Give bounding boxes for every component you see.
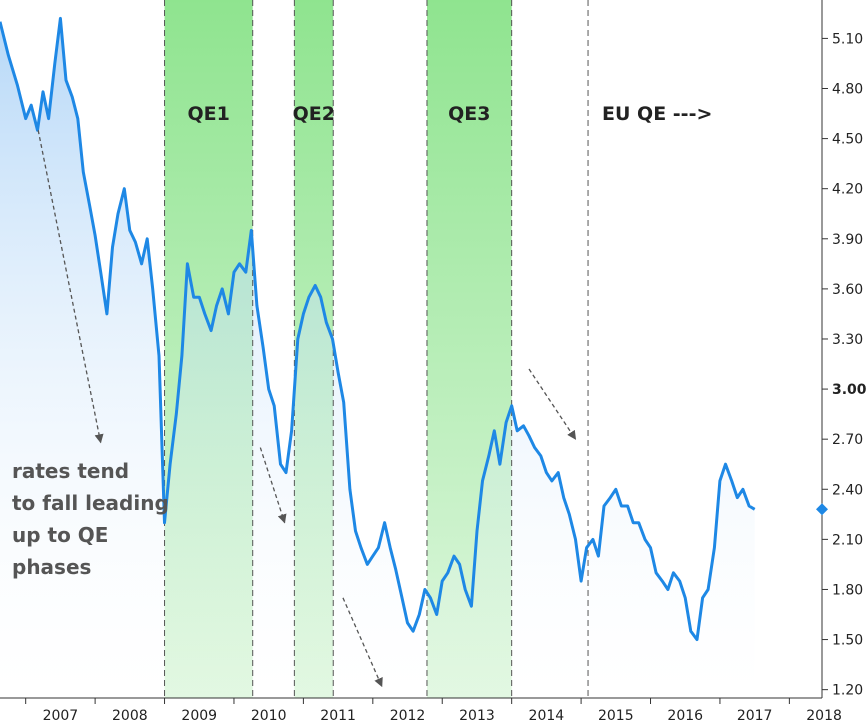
x-tick-label: 2015 xyxy=(598,708,634,724)
trend-arrow-4 xyxy=(528,368,577,440)
y-tick-label: 4.20 xyxy=(832,182,863,198)
y-tick-label: 3.60 xyxy=(832,282,863,298)
x-tick-label: 2014 xyxy=(529,708,565,724)
y-tick-label: 4.50 xyxy=(832,132,863,148)
series-line-layer xyxy=(0,16,756,642)
series-area xyxy=(0,18,755,698)
x-tick-label: 2009 xyxy=(181,708,217,724)
y-tick-label: 3.30 xyxy=(832,332,863,348)
trend-arrow-3 xyxy=(342,597,383,688)
x-tick-label: 2013 xyxy=(459,708,495,724)
current-value-marker-layer xyxy=(816,503,828,516)
annotation-line-1: rates tend xyxy=(12,459,129,483)
x-tick-label: 2008 xyxy=(112,708,148,724)
y-tick-label: 1.50 xyxy=(832,633,863,649)
y-tick-label: 2.40 xyxy=(832,482,863,498)
x-tick-label: 2010 xyxy=(251,708,287,724)
y-tick-label: 3.00 xyxy=(832,382,867,398)
trend-arrow-2 xyxy=(259,447,287,524)
phase-label-qe2: QE2 xyxy=(293,103,335,125)
x-tick-label: 2018 xyxy=(806,708,842,724)
y-tick-label: 5.10 xyxy=(832,31,863,47)
phase-label-qe3: QE3 xyxy=(448,103,490,125)
x-axis: 2007 2008 2009 2010 2011 2012 2013 2014 2015 2016… xyxy=(25,698,842,724)
y-tick-label: 1.20 xyxy=(832,683,863,699)
phase-label-eu-qe: EU QE ---> xyxy=(602,103,712,125)
x-tick-label: 2007 xyxy=(43,708,79,724)
y-axis: 5.10 4.80 4.50 4.20 3.90 3.60 3.30 3.00 2.70 2.40… xyxy=(822,31,867,699)
annotation-line-3: up to QE xyxy=(12,523,108,547)
current-value-marker xyxy=(816,503,828,516)
area-fill xyxy=(0,18,755,698)
y-tick-label: 3.90 xyxy=(832,232,863,248)
annotation-line-2: to fall leading xyxy=(12,491,169,515)
phase-labels: QE1 QE2 QE3 EU QE ---> xyxy=(187,103,712,125)
y-tick-label: 1.80 xyxy=(832,582,863,598)
x-tick-label: 2016 xyxy=(667,708,703,724)
x-tick-label: 2017 xyxy=(737,708,773,724)
trend-arrows xyxy=(37,130,577,688)
series-line xyxy=(0,16,756,642)
phase-label-qe1: QE1 xyxy=(187,103,229,125)
x-tick-label: 2012 xyxy=(390,708,426,724)
annotation-line-4: phases xyxy=(12,555,91,579)
phase-boundaries xyxy=(164,0,589,698)
y-tick-label: 4.80 xyxy=(832,82,863,98)
x-tick-label: 2011 xyxy=(320,708,356,724)
y-tick-label: 2.10 xyxy=(832,532,863,548)
y-tick-label: 2.70 xyxy=(832,432,863,448)
